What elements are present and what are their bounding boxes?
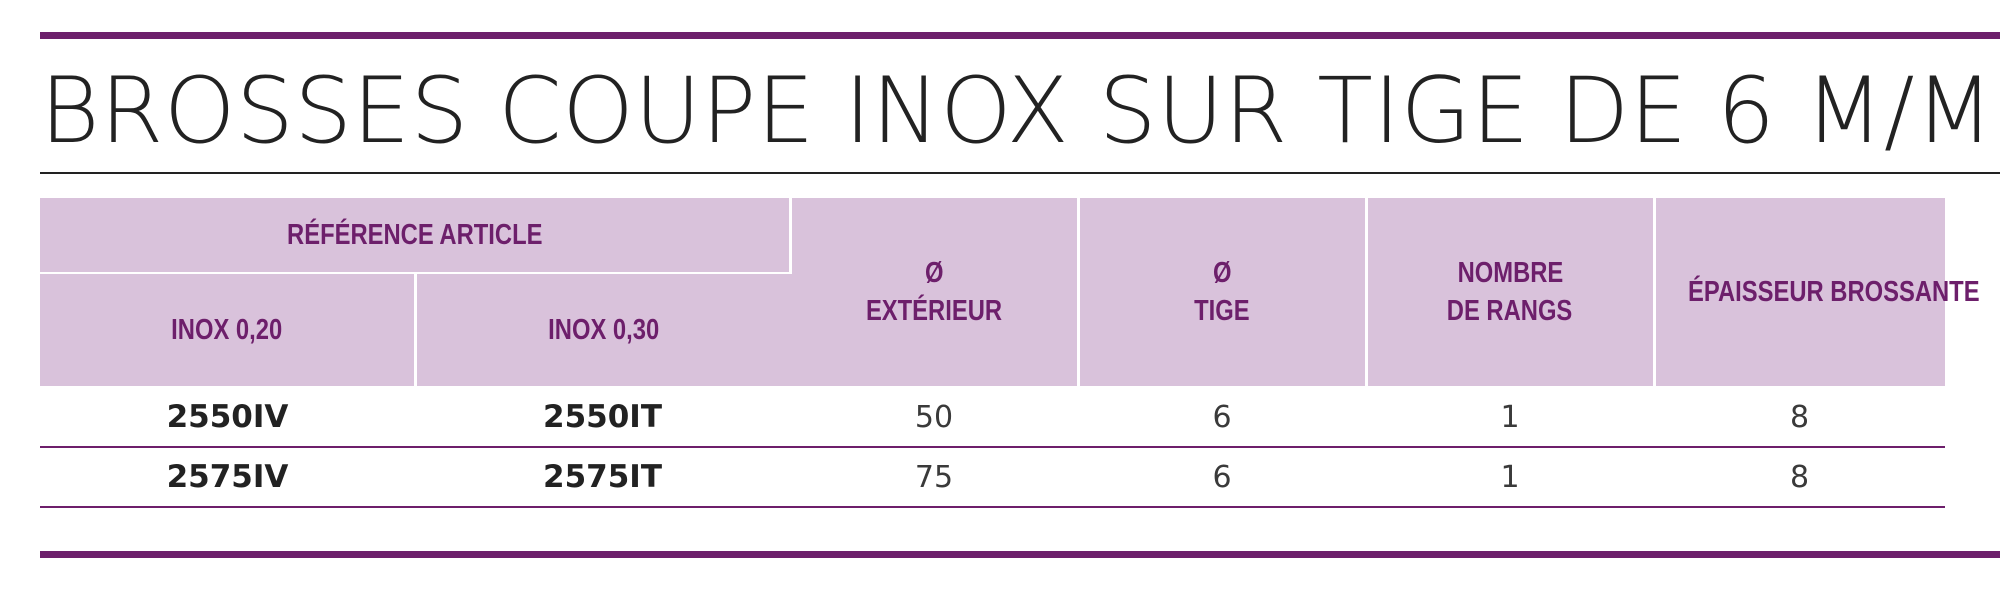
cell-ref-inox-020: 2575IV [40,447,415,508]
cell-epaisseur-brossante: 8 [1654,447,1945,508]
page-title: BROSSES COUPE INOX SUR TIGE DE 6 M/M [40,59,1995,164]
header-inox-020: INOX 0,20 [40,273,417,388]
cell-diametre-tige: 6 [1078,387,1366,448]
header-diametre-tige: Ø TIGE [1078,198,1368,388]
header-diametre-exterieur: Ø EXTÉRIEUR [790,198,1080,388]
title-underline [40,172,2000,174]
cell-nombre-de-rangs: 1 [1366,447,1654,508]
top-accent-rule [40,32,2000,39]
cell-epaisseur-brossante: 8 [1654,387,1945,448]
cell-ref-inox-030: 2550IT [415,387,790,448]
table-header-row-group: RÉFÉRENCE ARTICLE Ø EXTÉRIEUR Ø TIGE NOM… [40,198,1979,388]
cell-ref-inox-030: 2575IT [415,447,790,508]
table-header-row-sub: INOX 0,20 INOX 0,30 [40,273,1945,388]
header-nombre-de-rangs: NOMBRE DE RANGS [1366,198,1656,388]
product-spec-table: RÉFÉRENCE ARTICLE Ø EXTÉRIEUR Ø TIGE NOM… [40,198,1979,508]
table-row: 2575IV 2575IT 75 6 1 8 [40,447,1945,508]
cell-diametre-exterieur: 75 [790,447,1078,508]
cell-diametre-exterieur: 50 [790,387,1078,448]
bottom-accent-rule [40,551,2000,558]
header-reference-article: RÉFÉRENCE ARTICLE [40,198,792,274]
header-epaisseur-brossante: ÉPAISSEUR BROSSANTE [1654,198,1979,388]
header-inox-030: INOX 0,30 [415,273,790,388]
cell-nombre-de-rangs: 1 [1366,387,1654,448]
cell-diametre-tige: 6 [1078,447,1366,508]
cell-ref-inox-020: 2550IV [40,387,415,448]
table-row: 2550IV 2550IT 50 6 1 8 [40,387,1945,448]
